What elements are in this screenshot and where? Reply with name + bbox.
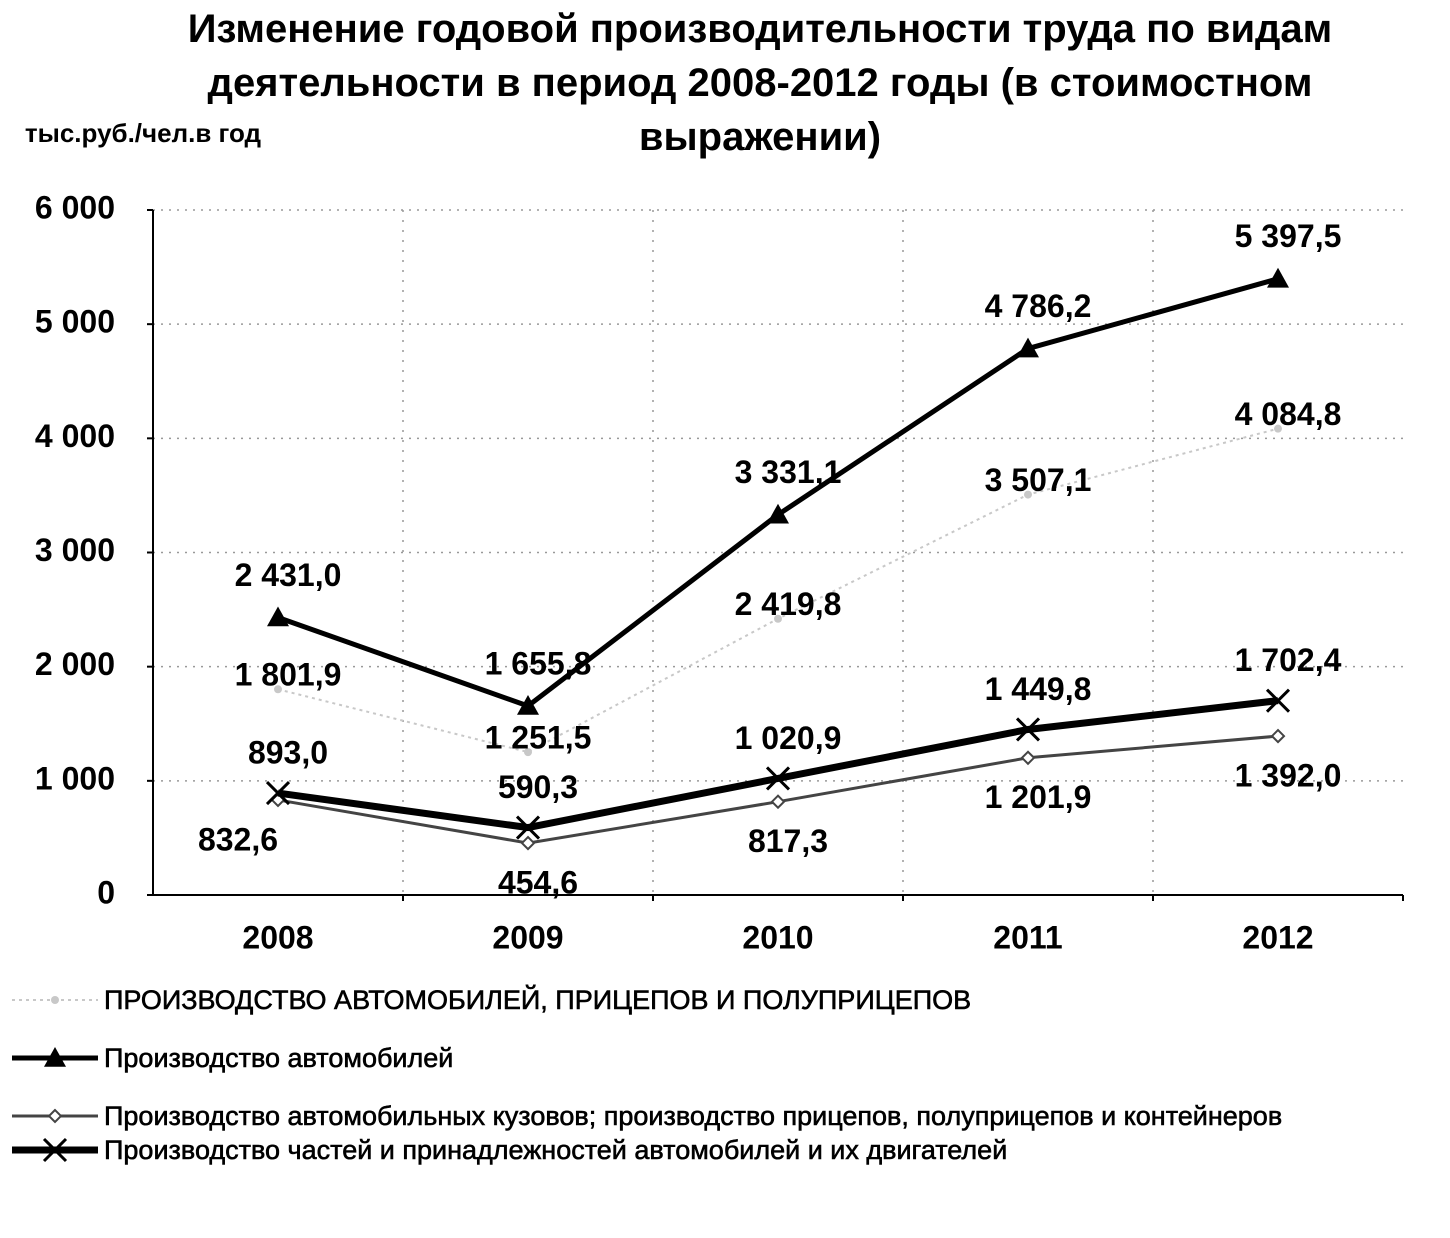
data-label: 1 392,0 [1235,758,1342,794]
data-label: 454,6 [498,865,578,901]
legend-swatch [12,996,98,1004]
legend-label: Производство автомобильных кузовов; прои… [104,1101,1283,1132]
marker [767,503,789,524]
x-tick-label: 2010 [742,919,813,955]
marker-stroke [265,780,291,806]
marker [1267,267,1289,288]
marker [770,794,786,810]
data-label: 832,6 [198,821,278,857]
data-label: 1 251,5 [485,720,592,756]
data-label: 5 397,5 [1235,218,1342,254]
marker-stroke [765,766,791,791]
marker [47,1108,63,1124]
y-tick-label: 4 000 [35,418,115,454]
marker [1270,728,1286,744]
y-tick-label: 2 000 [35,646,115,682]
marker [1015,717,1041,742]
marker [274,685,282,694]
x-tick-label: 2011 [993,919,1062,955]
series-line [277,276,1279,709]
y-axis-label: тыс.руб./чел.в год [24,118,262,148]
legend-swatch [12,1047,98,1067]
data-label: 590,3 [498,769,578,805]
y-tick-label: 1 000 [35,760,115,796]
marker [1265,688,1291,713]
marker [42,1137,68,1163]
legend-entry: Производство автомобилей [10,1043,1445,1073]
legend: ПРОИЗВОДСТВО АВТОМОБИЛЕЙ, ПРИЦЕПОВ И ПОЛ… [10,985,1445,1165]
marker-stroke [1015,717,1041,742]
marker [1024,490,1032,499]
marker [774,614,782,623]
chart-title: Изменение годовой производительности тру… [187,7,1333,159]
legend-label: Производство частей и принадлежностей ав… [104,1135,1008,1166]
marker [1020,750,1036,766]
marker [51,996,59,1004]
marker [1017,337,1039,358]
marker [515,815,541,840]
data-label: 2 431,0 [235,557,342,593]
data-label: 893,0 [248,735,328,771]
marker-stroke [515,815,541,840]
legend-entry: Производство частей и принадлежностей ав… [10,1135,1445,1165]
legend-label: Производство автомобилей [104,1043,454,1074]
data-label: 817,3 [748,823,828,859]
x-tick-label: 2009 [492,919,563,955]
marker [765,766,791,791]
marker-stroke [1265,688,1291,713]
data-label: 1 801,9 [235,657,342,693]
legend-entry: Производство автомобильных кузовов; прои… [10,1101,1445,1131]
marker [524,748,532,757]
data-label: 3 507,1 [985,462,1092,498]
marker [44,1047,66,1067]
y-tick-label: 5 000 [35,304,115,340]
legend-swatch [12,1108,98,1124]
x-tick-label: 2012 [1242,919,1313,955]
data-label: 4 786,2 [985,288,1092,324]
data-label: 1 201,9 [985,779,1092,815]
legend-label: ПРОИЗВОДСТВО АВТОМОБИЛЕЙ, ПРИЦЕПОВ И ПОЛ… [104,985,972,1016]
data-label: 1 449,8 [985,671,1092,707]
data-label: 1 655,8 [485,645,592,681]
data-label: 1 020,9 [735,720,842,756]
chart: 0 1 000 2 000 3 000 4 000 5 000 6 000 2008 2009 2… [35,189,1404,955]
data-label: 2 419,8 [735,586,842,622]
y-tick-label: 6 000 [35,189,115,225]
x-tick-label: 2008 [242,919,313,955]
data-label: 3 331,1 [735,454,842,490]
marker-stroke [42,1137,68,1163]
data-label: 4 084,8 [1235,396,1342,432]
marker [517,694,539,715]
marker [520,835,536,851]
y-tick-label: 3 000 [35,532,115,568]
marker [1274,424,1282,433]
marker [267,606,289,627]
legend-entry: ПРОИЗВОДСТВО АВТОМОБИЛЕЙ, ПРИЦЕПОВ И ПОЛ… [10,985,1445,1015]
legend-swatch [12,1137,98,1163]
data-label: 1 702,4 [1235,642,1342,678]
marker [265,780,291,806]
y-tick-label: 0 [97,874,115,910]
